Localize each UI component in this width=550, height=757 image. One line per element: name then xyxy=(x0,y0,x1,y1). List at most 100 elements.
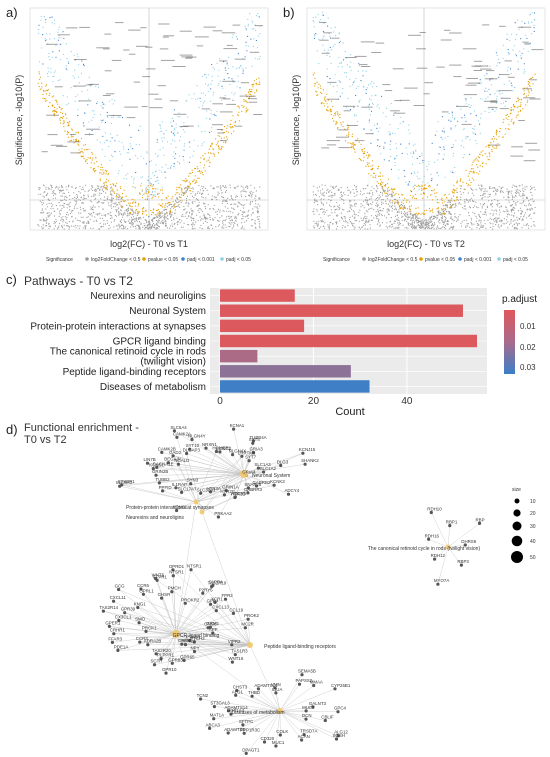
volcano-point xyxy=(492,225,494,227)
volcano-point xyxy=(213,219,215,221)
volcano-point xyxy=(427,223,429,225)
volcano-point xyxy=(124,227,126,229)
volcano-point xyxy=(241,105,243,107)
volcano-point xyxy=(531,194,533,196)
volcano-point xyxy=(507,192,509,194)
volcano-point xyxy=(489,79,491,81)
volcano-point xyxy=(253,83,255,85)
volcano-point xyxy=(520,55,522,57)
volcano-point xyxy=(389,132,391,134)
volcano-point xyxy=(520,209,522,212)
volcano-point xyxy=(333,188,335,190)
volcano-point xyxy=(84,184,86,186)
volcano-point xyxy=(259,186,261,188)
volcano-point-label xyxy=(424,82,433,84)
volcano-point xyxy=(533,27,535,29)
volcano-point xyxy=(38,71,40,73)
volcano-point xyxy=(46,203,48,205)
gene-node xyxy=(436,582,440,586)
volcano-point xyxy=(95,85,97,88)
volcano-point xyxy=(171,197,173,199)
volcano-point xyxy=(496,146,498,148)
volcano-point xyxy=(81,151,83,153)
volcano-point xyxy=(161,187,163,189)
volcano-point xyxy=(432,226,434,228)
volcano-point xyxy=(507,210,509,212)
volcano-point xyxy=(351,208,353,210)
volcano-point xyxy=(453,184,455,186)
gene-node xyxy=(278,733,282,737)
volcano-point xyxy=(496,134,498,136)
volcano-point xyxy=(446,211,448,213)
volcano-point xyxy=(102,119,105,121)
volcano-point xyxy=(102,166,104,168)
network-edge xyxy=(175,501,197,635)
volcano-point xyxy=(528,22,530,24)
volcano-point xyxy=(39,78,41,80)
gene-node xyxy=(117,618,121,623)
volcano-point xyxy=(349,192,351,194)
volcano-point xyxy=(251,28,253,30)
volcano-point xyxy=(465,136,467,138)
volcano-point xyxy=(229,184,231,186)
volcano-point xyxy=(61,218,63,220)
volcano-point xyxy=(154,228,156,230)
volcano-point xyxy=(151,183,153,185)
volcano-point xyxy=(507,51,509,54)
volcano-point xyxy=(493,136,495,138)
volcano-point xyxy=(210,83,212,85)
volcano-point xyxy=(489,217,491,219)
volcano-point xyxy=(514,207,516,209)
volcano-point xyxy=(161,189,163,191)
volcano-point xyxy=(191,227,193,229)
volcano-point xyxy=(368,173,370,175)
volcano-point xyxy=(343,72,345,74)
volcano-point xyxy=(426,224,428,226)
volcano-point xyxy=(315,200,317,202)
gene-node xyxy=(212,717,216,721)
volcano-point xyxy=(72,197,74,200)
bar-x-tick-label: 40 xyxy=(401,396,413,407)
volcano-point xyxy=(478,224,480,226)
volcano-point xyxy=(382,188,384,190)
volcano-point xyxy=(256,47,259,49)
volcano-point xyxy=(323,195,325,197)
volcano-point xyxy=(195,181,197,183)
volcano-point xyxy=(53,75,55,77)
volcano-point xyxy=(110,211,112,213)
volcano-point xyxy=(455,189,457,191)
volcano-point xyxy=(400,203,403,206)
volcano-point xyxy=(62,221,64,223)
volcano-point xyxy=(213,113,215,115)
volcano-point xyxy=(393,222,395,224)
volcano-point xyxy=(91,152,93,154)
volcano-point xyxy=(329,189,331,191)
volcano-point xyxy=(340,194,342,196)
volcano-point xyxy=(128,204,131,206)
volcano-point xyxy=(231,227,233,229)
volcano-point xyxy=(394,220,396,223)
volcano-point xyxy=(434,192,436,194)
volcano-point-label xyxy=(140,27,147,29)
volcano-point xyxy=(530,33,532,35)
volcano-point xyxy=(56,108,58,110)
volcano-point xyxy=(472,189,474,191)
volcano-point xyxy=(101,173,103,175)
volcano-point-label xyxy=(254,25,264,27)
volcano-point xyxy=(82,227,84,229)
volcano-point xyxy=(465,98,467,100)
volcano-point xyxy=(246,186,248,188)
volcano-point xyxy=(409,212,411,214)
volcano-point xyxy=(154,191,156,193)
volcano-point xyxy=(316,210,318,212)
volcano-point xyxy=(89,85,92,87)
volcano-point xyxy=(233,187,235,189)
gene-node xyxy=(192,640,196,644)
volcano-point xyxy=(529,82,531,84)
volcano-point xyxy=(143,193,145,195)
volcano-point xyxy=(419,162,421,164)
volcano-point xyxy=(479,203,481,205)
volcano-point xyxy=(421,154,423,156)
gene-node xyxy=(235,688,239,693)
volcano-point xyxy=(176,221,178,224)
